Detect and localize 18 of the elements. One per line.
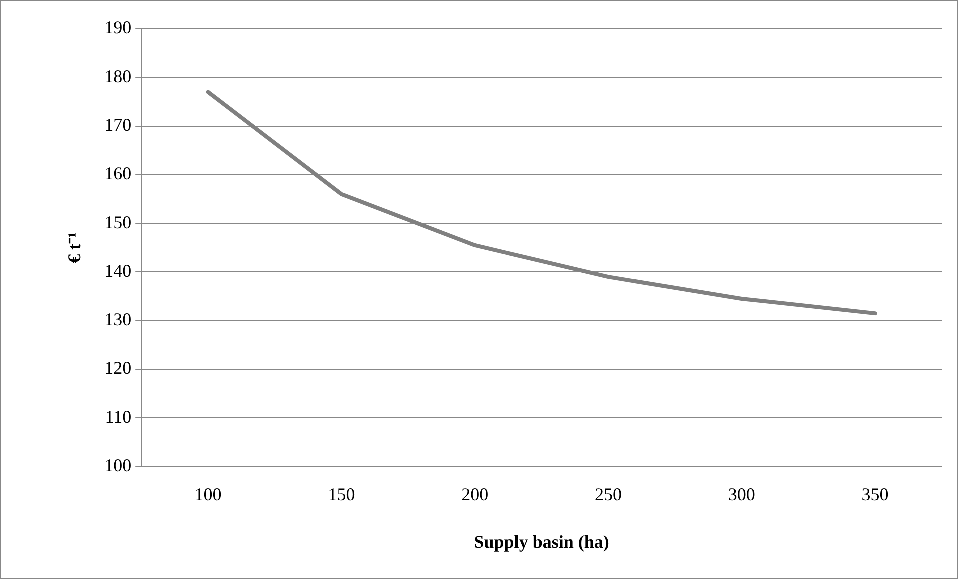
y-tick-label: 130 — [104, 310, 132, 330]
y-tick-label: 110 — [105, 406, 132, 427]
y-tick-label: 160 — [104, 164, 132, 184]
y-axis-title: € t⁻¹ — [64, 232, 84, 264]
y-tick-label: 100 — [104, 456, 132, 476]
y-tick-label: 120 — [104, 358, 132, 378]
x-tick-label: 300 — [728, 484, 756, 504]
x-tick-label: 350 — [862, 484, 889, 504]
y-tick-label: 170 — [104, 115, 132, 136]
x-axis-title: Supply basin (ha) — [474, 532, 610, 552]
y-tick-label: 180 — [104, 66, 132, 86]
x-tick-label: 150 — [328, 484, 356, 504]
x-tick-label: 250 — [595, 484, 622, 504]
y-tick-label: 140 — [104, 260, 132, 281]
y-tick-label: 190 — [104, 18, 132, 38]
x-tick-label: 100 — [194, 484, 222, 504]
y-tick-label: 150 — [104, 212, 132, 232]
x-tick-label: 200 — [462, 484, 489, 504]
